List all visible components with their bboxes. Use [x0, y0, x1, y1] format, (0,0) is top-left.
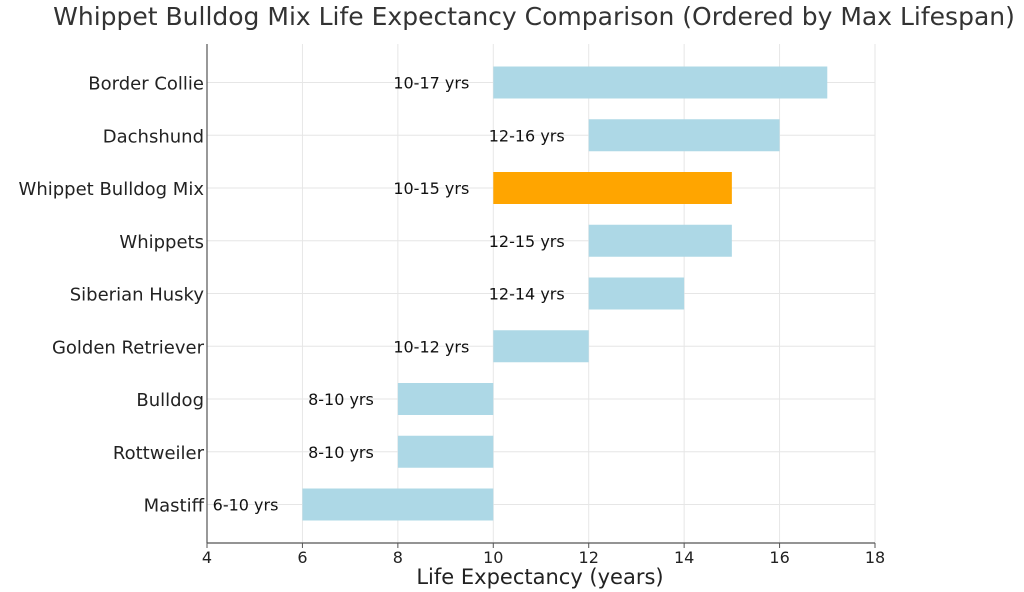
bar-range-label: 12-16 yrs [489, 126, 565, 145]
category-label: Bulldog [136, 390, 204, 411]
x-tick-label: 10 [483, 548, 503, 567]
chart-title: Whippet Bulldog Mix Life Expectancy Comp… [53, 2, 1015, 31]
category-label: Border Collie [88, 74, 204, 95]
labels: 10-17 yrs Border Collie 12-16 yrs Dachshund… [19, 74, 886, 568]
bar-range-label: 10-17 yrs [393, 74, 469, 93]
x-tick-label: 16 [769, 548, 789, 567]
category-label: Golden Retriever [52, 337, 205, 358]
x-tick-label: 14 [674, 548, 694, 567]
bar-range-label: 8-10 yrs [308, 390, 374, 409]
bar [493, 66, 828, 99]
category-label: Siberian Husky [70, 285, 205, 306]
category-label: Mastiff [144, 496, 205, 517]
x-tick-label: 4 [202, 548, 212, 567]
x-axis-title: Life Expectancy (years) [416, 565, 663, 589]
bar-range-label: 12-15 yrs [489, 232, 565, 251]
bar-highlight [493, 172, 732, 204]
category-label: Dachshund [103, 126, 204, 147]
bar [302, 488, 494, 521]
bar-range-label: 10-15 yrs [393, 179, 469, 198]
category-label: Whippets [119, 232, 204, 253]
x-tick-label: 18 [865, 548, 885, 567]
bar [397, 383, 494, 415]
bar [588, 277, 685, 310]
bar-range-label: 12-14 yrs [489, 285, 565, 304]
bar [588, 224, 732, 257]
x-tick-label: 12 [579, 548, 599, 567]
bar-range-label: 8-10 yrs [308, 443, 374, 462]
x-tick-label: 8 [393, 548, 403, 567]
axes [206, 44, 875, 544]
bar [588, 119, 780, 152]
category-label: Whippet Bulldog Mix [19, 179, 205, 200]
category-label: Rottweiler [113, 443, 205, 464]
bar [493, 330, 589, 363]
bar-range-label: 10-12 yrs [393, 337, 469, 356]
bar-range-label: 6-10 yrs [213, 496, 279, 515]
bar [397, 435, 494, 468]
x-tick-label: 6 [297, 548, 307, 567]
bars [302, 66, 828, 521]
